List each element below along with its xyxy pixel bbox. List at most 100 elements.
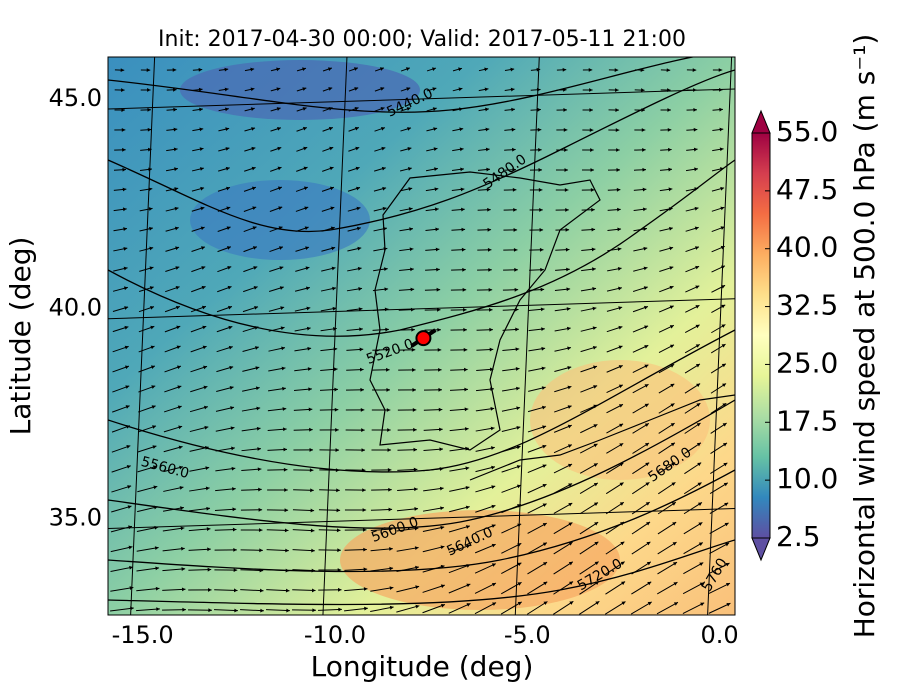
wind-arrow-head — [485, 127, 490, 132]
wind-arrow-head — [565, 227, 570, 232]
wind-arrow — [657, 561, 678, 575]
wind-arrow-head — [541, 327, 545, 332]
wind-arrow-head — [695, 285, 700, 290]
wind-arrow-head — [491, 582, 496, 587]
wind-arrow-head — [328, 107, 333, 111]
wind-arrow-head — [406, 87, 411, 91]
wind-arrow-head — [568, 542, 573, 546]
wind-arrow-head — [329, 166, 334, 171]
wind-arrow — [136, 608, 160, 612]
wind-arrow-head — [513, 207, 517, 212]
wind-arrow-head — [673, 562, 678, 566]
wind-arrow-head — [647, 581, 652, 586]
wind-arrow — [422, 565, 445, 573]
wind-arrow-head — [640, 68, 645, 73]
wind-arrow-head — [668, 207, 673, 211]
wind-arrow-head — [720, 226, 725, 230]
wind-arrow-head — [332, 286, 336, 291]
wind-arrow-head — [123, 246, 128, 251]
wind-arrow — [449, 506, 470, 513]
wind-arrow — [656, 601, 679, 615]
wind-arrow — [708, 582, 731, 594]
wind-arrow-head — [490, 406, 495, 411]
wind-arrow — [683, 502, 703, 515]
wind-arrow-head — [486, 187, 491, 192]
wind-arrow-head — [175, 305, 180, 310]
grid-line — [107, 508, 736, 530]
colorbar-tick-label: 10.0 — [776, 462, 838, 495]
wind-arrow — [396, 566, 419, 573]
wind-arrow — [370, 567, 394, 572]
wind-arrow-head — [380, 87, 385, 91]
wind-arrow-head — [588, 68, 593, 72]
wind-arrow-head — [699, 582, 704, 587]
wind-arrow-head — [465, 466, 470, 471]
wind-arrow-head — [618, 345, 623, 350]
wind-arrow-head — [538, 188, 543, 192]
wind-arrow — [682, 582, 704, 595]
wind-arrow-head — [542, 523, 547, 527]
wind-arrow-head — [360, 387, 364, 392]
wind-arrow-head — [203, 365, 208, 370]
wind-arrow-head — [173, 127, 178, 132]
wind-arrow-head — [642, 207, 647, 212]
wind-arrow-head — [484, 67, 489, 72]
wind-arrow-head — [381, 146, 386, 151]
wind-arrow-head — [434, 187, 439, 192]
wind-arrow-head — [644, 325, 649, 330]
wind-arrow — [110, 525, 133, 533]
wind-arrow-head — [592, 345, 597, 350]
wind-arrow-head — [181, 587, 186, 592]
wind-arrow-head — [724, 522, 729, 527]
wind-arrow — [448, 525, 471, 533]
wind-arrow-head — [232, 487, 236, 491]
wind-arrow-head — [362, 527, 367, 532]
wind-arrow — [110, 607, 134, 612]
wind-arrow-head — [380, 126, 385, 131]
wind-arrow-head — [541, 366, 546, 371]
wind-arrow-head — [485, 107, 489, 112]
wind-arrow-head — [539, 227, 544, 232]
wind-arrow-head — [233, 588, 238, 593]
wind-arrow — [188, 528, 211, 532]
wind-arrow-head — [278, 226, 283, 230]
wind-arrow-head — [407, 147, 412, 151]
wind-arrow-head — [200, 226, 205, 231]
wind-arrow-head — [173, 107, 177, 112]
wind-arrow-head — [382, 206, 387, 211]
wind-arrow-head — [672, 542, 677, 546]
wind-arrow-head — [282, 386, 286, 391]
wind-arrow-head — [178, 425, 183, 430]
wind-arrow — [709, 502, 729, 515]
wind-arrow-head — [440, 506, 444, 511]
y-tick-label: 35.0 — [49, 504, 102, 532]
colorbar-tick-label: 32.5 — [776, 289, 838, 322]
wind-arrow-head — [645, 443, 650, 447]
wind-arrow-head — [174, 206, 179, 211]
wind-arrow-head — [618, 404, 623, 408]
wind-arrow-head — [719, 167, 724, 171]
wind-arrow-head — [696, 442, 701, 447]
wind-arrow — [708, 602, 731, 614]
wind-arrow-head — [641, 128, 646, 132]
wind-arrow-head — [568, 561, 573, 566]
wind-arrow — [162, 609, 186, 611]
wind-arrow-head — [543, 581, 548, 586]
wind-arrow — [527, 542, 548, 555]
wind-arrow-head — [670, 383, 675, 388]
wind-arrow-head — [174, 187, 179, 191]
wind-arrow-head — [673, 582, 678, 586]
wind-arrow-head — [177, 385, 182, 390]
wind-arrow-head — [309, 468, 314, 473]
wind-arrow-head — [670, 423, 675, 427]
wind-arrow-head — [539, 247, 544, 252]
wind-arrow — [188, 569, 212, 571]
wind-arrow — [657, 521, 677, 535]
wind-arrow-head — [383, 226, 387, 231]
wind-arrow-head — [147, 107, 151, 112]
wind-arrow-head — [439, 447, 444, 452]
wind-arrow-head — [231, 466, 236, 471]
wind-arrow-head — [354, 126, 359, 131]
wind-arrow-head — [592, 267, 596, 272]
wind-arrow-head — [460, 187, 465, 192]
